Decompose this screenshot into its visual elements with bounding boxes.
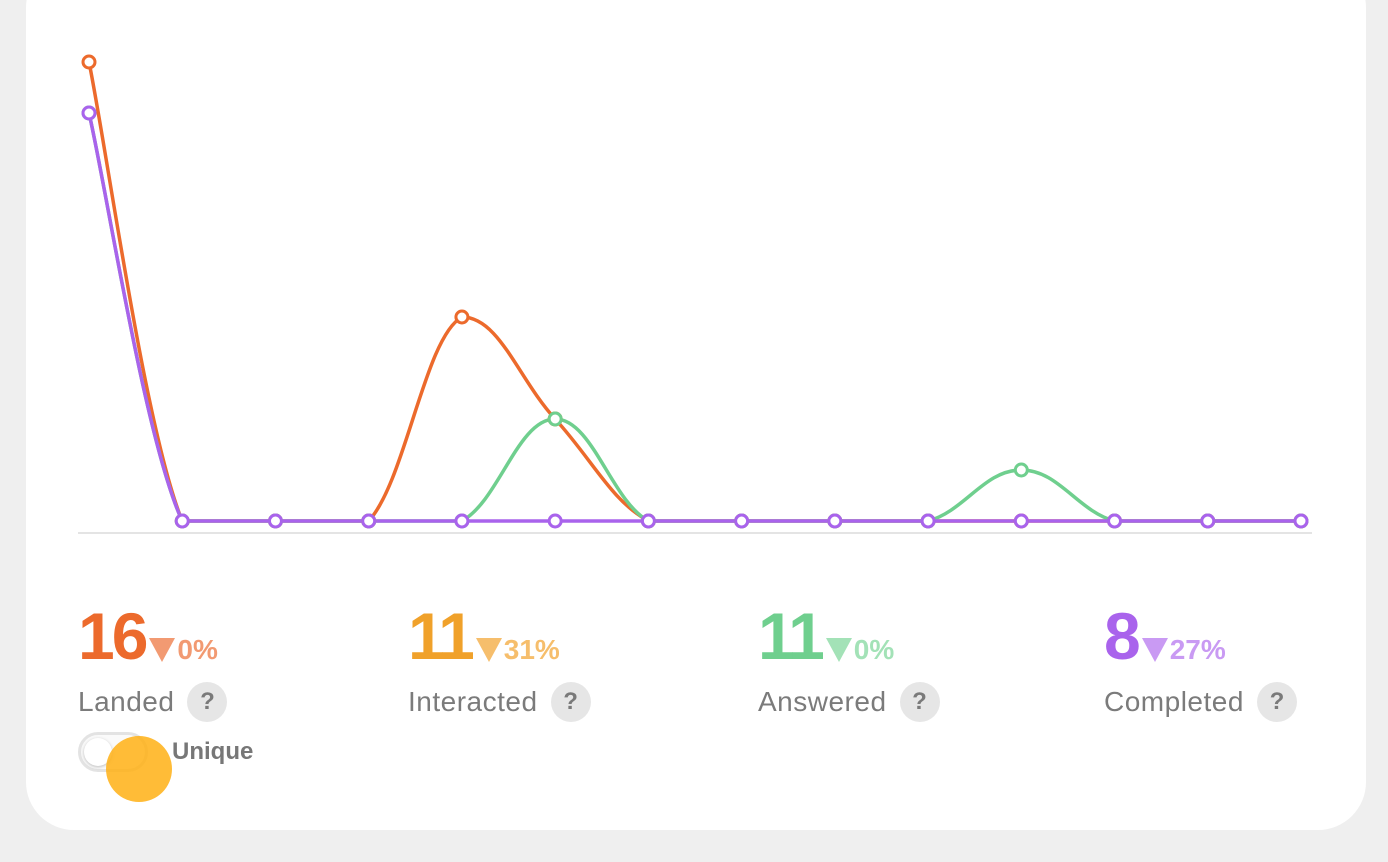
data-point[interactable]	[267, 513, 283, 529]
line-chart	[78, 54, 1312, 534]
down-triangle-icon	[1141, 638, 1168, 662]
data-point[interactable]	[734, 513, 750, 529]
help-icon[interactable]: ?	[550, 682, 591, 722]
unique-toggle-control: Unique	[78, 732, 253, 772]
stat-delta-landed: 0%	[149, 634, 218, 666]
series-line-2	[87, 112, 1301, 523]
unique-toggle[interactable]	[78, 732, 148, 772]
data-point[interactable]	[640, 513, 656, 529]
data-point[interactable]	[547, 411, 563, 427]
data-point[interactable]	[454, 513, 470, 529]
data-point[interactable]	[454, 309, 470, 325]
stat-delta-text: 0%	[177, 634, 218, 665]
data-point[interactable]	[1200, 513, 1216, 529]
stat-interacted: 11 31% Interacted ?	[408, 598, 591, 722]
stat-delta-text: 27%	[1169, 634, 1226, 665]
stat-label-answered: Answered	[758, 686, 887, 717]
data-point[interactable]	[920, 513, 936, 529]
data-point[interactable]	[1013, 513, 1029, 529]
down-triangle-icon	[149, 638, 176, 662]
data-point[interactable]	[81, 54, 97, 70]
stat-value-answered: 11	[758, 599, 825, 673]
stat-landed: 16 0% Landed ?	[78, 598, 228, 722]
data-point[interactable]	[361, 513, 377, 529]
stat-answered: 11 0% Answered ?	[758, 598, 940, 722]
series-layer	[81, 54, 1309, 529]
stat-value-landed: 16	[78, 599, 148, 673]
down-triangle-icon	[825, 638, 852, 662]
down-triangle-icon	[475, 638, 502, 662]
series-line-0	[87, 61, 1301, 523]
data-point[interactable]	[827, 513, 843, 529]
stat-delta-completed: 27%	[1141, 634, 1226, 666]
data-point[interactable]	[1293, 513, 1309, 529]
stat-label-completed: Completed	[1104, 686, 1244, 717]
toggle-knob	[84, 738, 112, 766]
stat-value-interacted: 11	[408, 599, 475, 673]
analytics-card	[26, 0, 1366, 830]
data-point[interactable]	[547, 513, 563, 529]
stat-delta-answered: 0%	[825, 634, 895, 666]
stat-label-interacted: Interacted	[408, 686, 538, 717]
data-point[interactable]	[174, 513, 190, 529]
data-point[interactable]	[1107, 513, 1123, 529]
data-point[interactable]	[1013, 462, 1029, 478]
stat-delta-interacted: 31%	[475, 634, 560, 666]
stat-delta-text: 0%	[853, 634, 895, 665]
data-point[interactable]	[81, 105, 97, 121]
stat-value-completed: 8	[1104, 599, 1141, 673]
stat-delta-text: 31%	[503, 634, 560, 665]
help-icon[interactable]: ?	[1256, 682, 1297, 722]
stat-label-landed: Landed	[78, 686, 175, 717]
stat-completed: 8 27% Completed ?	[1104, 598, 1297, 722]
unique-toggle-label: Unique	[172, 738, 254, 765]
help-icon[interactable]: ?	[899, 682, 940, 722]
help-icon[interactable]: ?	[187, 682, 228, 722]
series-line-1	[87, 112, 1301, 523]
